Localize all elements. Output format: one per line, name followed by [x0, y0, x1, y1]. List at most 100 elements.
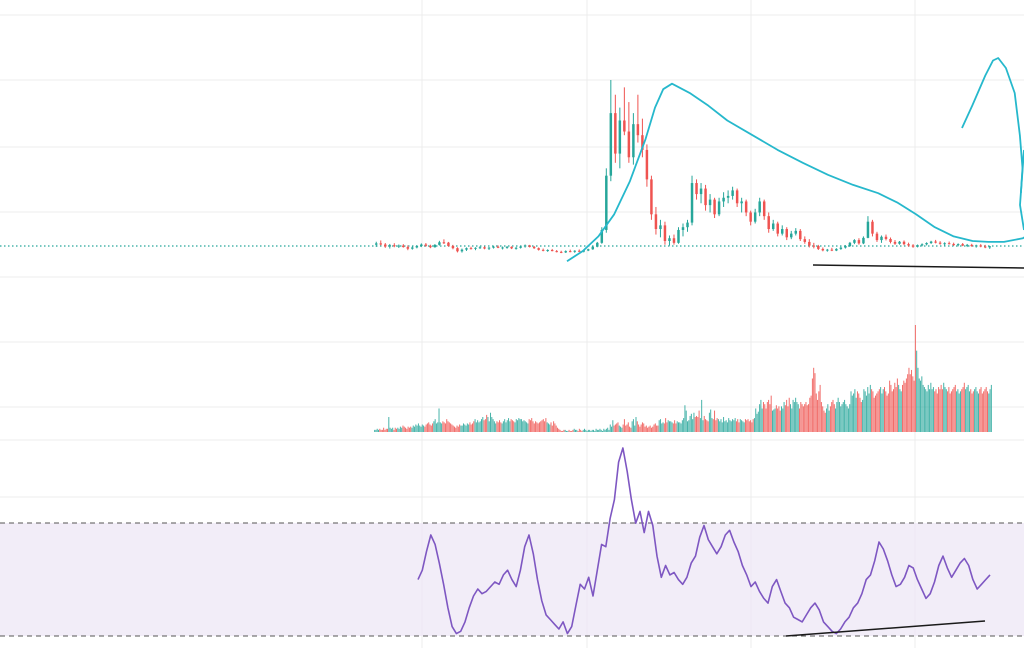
candle-body [735, 190, 739, 204]
candle-body [614, 113, 617, 154]
candle-body [424, 244, 428, 246]
candle-body [469, 248, 473, 250]
candle-body [979, 245, 982, 247]
candle-body [889, 238, 892, 242]
candle-body [573, 250, 576, 252]
candle-body [983, 246, 987, 248]
rsi-panel [0, 447, 1024, 637]
candle-body [460, 249, 464, 252]
candle-body [726, 195, 730, 198]
candle-body [388, 245, 392, 247]
candle-body [884, 236, 888, 239]
candle-body [564, 251, 567, 253]
candle-body [559, 251, 563, 253]
candle-body [740, 201, 743, 204]
candle-body [708, 199, 712, 206]
candle-body [474, 247, 477, 249]
candle-body [988, 246, 991, 248]
candle-body [546, 250, 549, 252]
candle-body [393, 245, 396, 247]
candle-body [713, 199, 716, 215]
candle-body [632, 124, 635, 158]
candle-body [803, 239, 807, 242]
candle-body [429, 245, 432, 248]
candle-body [609, 113, 613, 176]
candle-body [848, 242, 852, 246]
envelope-curve-upper [961, 57, 1024, 194]
candle-body [880, 236, 883, 241]
candle-body [514, 247, 518, 249]
candle-body [456, 248, 459, 252]
candle-body [528, 245, 531, 247]
candle-body [438, 242, 441, 245]
candle-body [600, 229, 604, 243]
candle-body [659, 225, 662, 230]
price-trend-line [812, 264, 1024, 269]
candle-body [929, 241, 933, 244]
candle-body [830, 249, 834, 251]
candle-body [794, 230, 798, 234]
price-panel [0, 57, 1024, 269]
candle-body [623, 120, 626, 132]
candle-body [487, 247, 491, 249]
candle-body [744, 201, 748, 213]
candle-body [767, 216, 770, 230]
candle-body [817, 245, 820, 249]
candle-body [501, 247, 504, 249]
candle-body [893, 241, 897, 244]
candle-body [821, 248, 825, 251]
candle-body [677, 229, 680, 243]
candle-body [911, 245, 915, 247]
candle-body [397, 245, 401, 247]
candle-body [550, 250, 554, 252]
candle-body [379, 243, 383, 245]
candle-body [663, 225, 667, 241]
candle-body [641, 135, 644, 150]
rsi-trend-line [785, 620, 986, 637]
candle-body [433, 244, 437, 248]
candle-body [384, 244, 387, 247]
candle-body [681, 227, 685, 230]
candle-body [541, 249, 545, 251]
candle-body [916, 245, 919, 247]
candle-body [753, 212, 757, 222]
candle-body [605, 175, 608, 230]
candle-body [519, 246, 522, 248]
candle-body [965, 244, 969, 246]
candle-body [627, 131, 631, 158]
envelope-curve [566, 82, 1024, 262]
candle-body [668, 238, 671, 241]
candle-body [808, 241, 811, 246]
candle-body [970, 244, 973, 247]
candle-body [853, 240, 856, 243]
candle-body [375, 243, 378, 245]
candle-body [731, 190, 734, 196]
candle-body [875, 233, 879, 241]
candle-body [722, 197, 725, 202]
candle-body [483, 247, 486, 249]
candle-body [537, 248, 540, 250]
candle-body [704, 188, 707, 206]
candle-body [902, 241, 906, 245]
candle-body [636, 124, 640, 136]
candle-body [961, 244, 964, 246]
candle-body [442, 242, 446, 244]
candle-body [956, 244, 960, 246]
candle-body [781, 229, 784, 234]
candle-body [898, 241, 901, 244]
candle-body [938, 242, 942, 244]
candle-body [650, 179, 653, 215]
candle-body [645, 149, 649, 180]
candle-body [690, 183, 694, 223]
candle-body [686, 222, 689, 228]
candle-body [402, 245, 405, 248]
candle-body [695, 183, 698, 195]
rsi-line [417, 447, 991, 635]
candle-body [568, 251, 572, 253]
candle-body [947, 243, 951, 245]
candle-body [478, 247, 482, 249]
candle-body [943, 243, 946, 245]
candle-body [596, 242, 599, 247]
